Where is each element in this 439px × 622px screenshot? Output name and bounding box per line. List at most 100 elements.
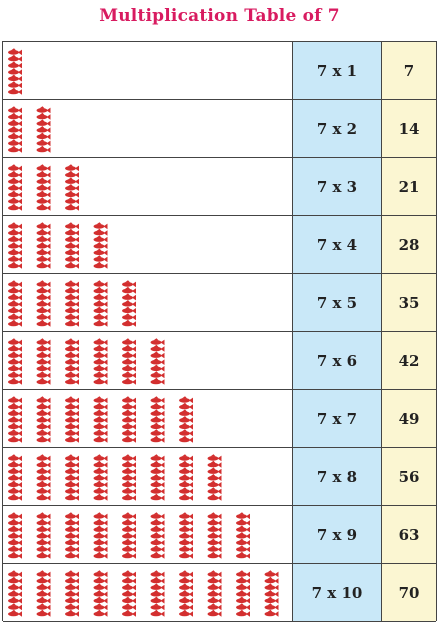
fish-group bbox=[8, 280, 22, 327]
red-fish-icon bbox=[36, 416, 51, 423]
red-fish-icon bbox=[150, 338, 165, 346]
red-fish-icon bbox=[122, 306, 136, 314]
red-fish-icon bbox=[207, 551, 222, 559]
red-fish-icon bbox=[150, 377, 165, 385]
red-fish-icon bbox=[150, 583, 165, 591]
red-fish-icon bbox=[8, 493, 22, 501]
fish-group bbox=[122, 512, 136, 559]
red-fish-icon bbox=[150, 474, 165, 481]
red-fish-icon bbox=[36, 261, 51, 269]
red-fish-icon bbox=[179, 538, 193, 546]
red-fish-icon bbox=[122, 313, 136, 321]
fish-groups-cell bbox=[3, 274, 293, 331]
red-fish-icon bbox=[93, 538, 108, 546]
red-fish-icon bbox=[207, 590, 222, 597]
red-fish-icon bbox=[36, 409, 51, 417]
red-fish-icon bbox=[150, 603, 165, 611]
red-fish-icon bbox=[122, 551, 136, 559]
product-cell: 7 bbox=[382, 42, 436, 99]
red-fish-icon bbox=[65, 261, 79, 269]
red-fish-icon bbox=[36, 170, 51, 178]
table-row: 7 x 7 49 bbox=[3, 390, 436, 448]
expression-cell: 7 x 2 bbox=[293, 100, 382, 157]
fish-group bbox=[65, 280, 79, 327]
red-fish-icon bbox=[36, 338, 51, 346]
red-fish-icon bbox=[8, 286, 22, 294]
red-fish-icon bbox=[65, 402, 79, 410]
red-fish-icon bbox=[8, 545, 22, 553]
red-fish-icon bbox=[236, 525, 250, 533]
red-fish-icon bbox=[207, 609, 222, 617]
red-fish-icon bbox=[236, 538, 250, 546]
red-fish-icon bbox=[93, 319, 108, 327]
fish-group bbox=[122, 396, 136, 443]
red-fish-icon bbox=[36, 474, 51, 481]
red-fish-icon bbox=[36, 609, 51, 617]
red-fish-icon bbox=[93, 480, 108, 488]
red-fish-icon bbox=[65, 228, 79, 236]
red-fish-icon bbox=[36, 222, 51, 230]
red-fish-icon bbox=[8, 590, 22, 597]
fish-group bbox=[36, 512, 51, 559]
red-fish-icon bbox=[65, 525, 79, 533]
red-fish-icon bbox=[65, 377, 79, 385]
red-fish-icon bbox=[65, 603, 79, 611]
red-fish-icon bbox=[150, 487, 165, 495]
red-fish-icon bbox=[8, 235, 22, 243]
red-fish-icon bbox=[150, 480, 165, 488]
red-fish-icon bbox=[65, 351, 79, 359]
fish-group bbox=[36, 454, 51, 501]
fish-groups-cell bbox=[3, 42, 293, 99]
red-fish-icon bbox=[65, 429, 79, 437]
red-fish-icon bbox=[36, 203, 51, 211]
red-fish-icon bbox=[8, 402, 22, 410]
red-fish-icon bbox=[36, 139, 51, 147]
red-fish-icon bbox=[8, 306, 22, 314]
red-fish-icon bbox=[65, 435, 79, 443]
red-fish-icon bbox=[236, 570, 250, 578]
red-fish-icon bbox=[179, 570, 193, 578]
red-fish-icon bbox=[8, 112, 22, 120]
red-fish-icon bbox=[65, 235, 79, 243]
table-row: 7 x 6 42 bbox=[3, 332, 436, 390]
table-row: 7 x 4 28 bbox=[3, 216, 436, 274]
red-fish-icon bbox=[65, 474, 79, 481]
red-fish-icon bbox=[36, 576, 51, 584]
red-fish-icon bbox=[8, 300, 22, 307]
red-fish-icon bbox=[179, 603, 193, 611]
red-fish-icon bbox=[8, 512, 22, 520]
red-fish-icon bbox=[93, 371, 108, 379]
red-fish-icon bbox=[36, 402, 51, 410]
red-fish-icon bbox=[36, 545, 51, 553]
fish-group bbox=[150, 570, 165, 617]
red-fish-icon bbox=[93, 487, 108, 495]
red-fish-icon bbox=[36, 235, 51, 243]
fish-group bbox=[65, 222, 79, 269]
expression-cell: 7 x 8 bbox=[293, 448, 382, 505]
red-fish-icon bbox=[93, 248, 108, 256]
product-cell: 14 bbox=[382, 100, 436, 157]
red-fish-icon bbox=[207, 576, 222, 584]
fish-group bbox=[8, 106, 22, 153]
red-fish-icon bbox=[207, 487, 222, 495]
red-fish-icon bbox=[179, 525, 193, 533]
red-fish-icon bbox=[236, 512, 250, 520]
red-fish-icon bbox=[150, 422, 165, 430]
red-fish-icon bbox=[8, 228, 22, 236]
red-fish-icon bbox=[150, 454, 165, 462]
fish-group bbox=[179, 512, 193, 559]
red-fish-icon bbox=[65, 286, 79, 294]
red-fish-icon bbox=[150, 358, 165, 365]
red-fish-icon bbox=[8, 126, 22, 133]
fish-group bbox=[8, 570, 22, 617]
red-fish-icon bbox=[8, 248, 22, 256]
fish-group bbox=[8, 338, 22, 385]
red-fish-icon bbox=[65, 313, 79, 321]
red-fish-icon bbox=[150, 525, 165, 533]
red-fish-icon bbox=[8, 184, 22, 191]
red-fish-icon bbox=[36, 197, 51, 205]
red-fish-icon bbox=[36, 422, 51, 430]
red-fish-icon bbox=[8, 570, 22, 578]
red-fish-icon bbox=[207, 603, 222, 611]
red-fish-icon bbox=[236, 551, 250, 559]
